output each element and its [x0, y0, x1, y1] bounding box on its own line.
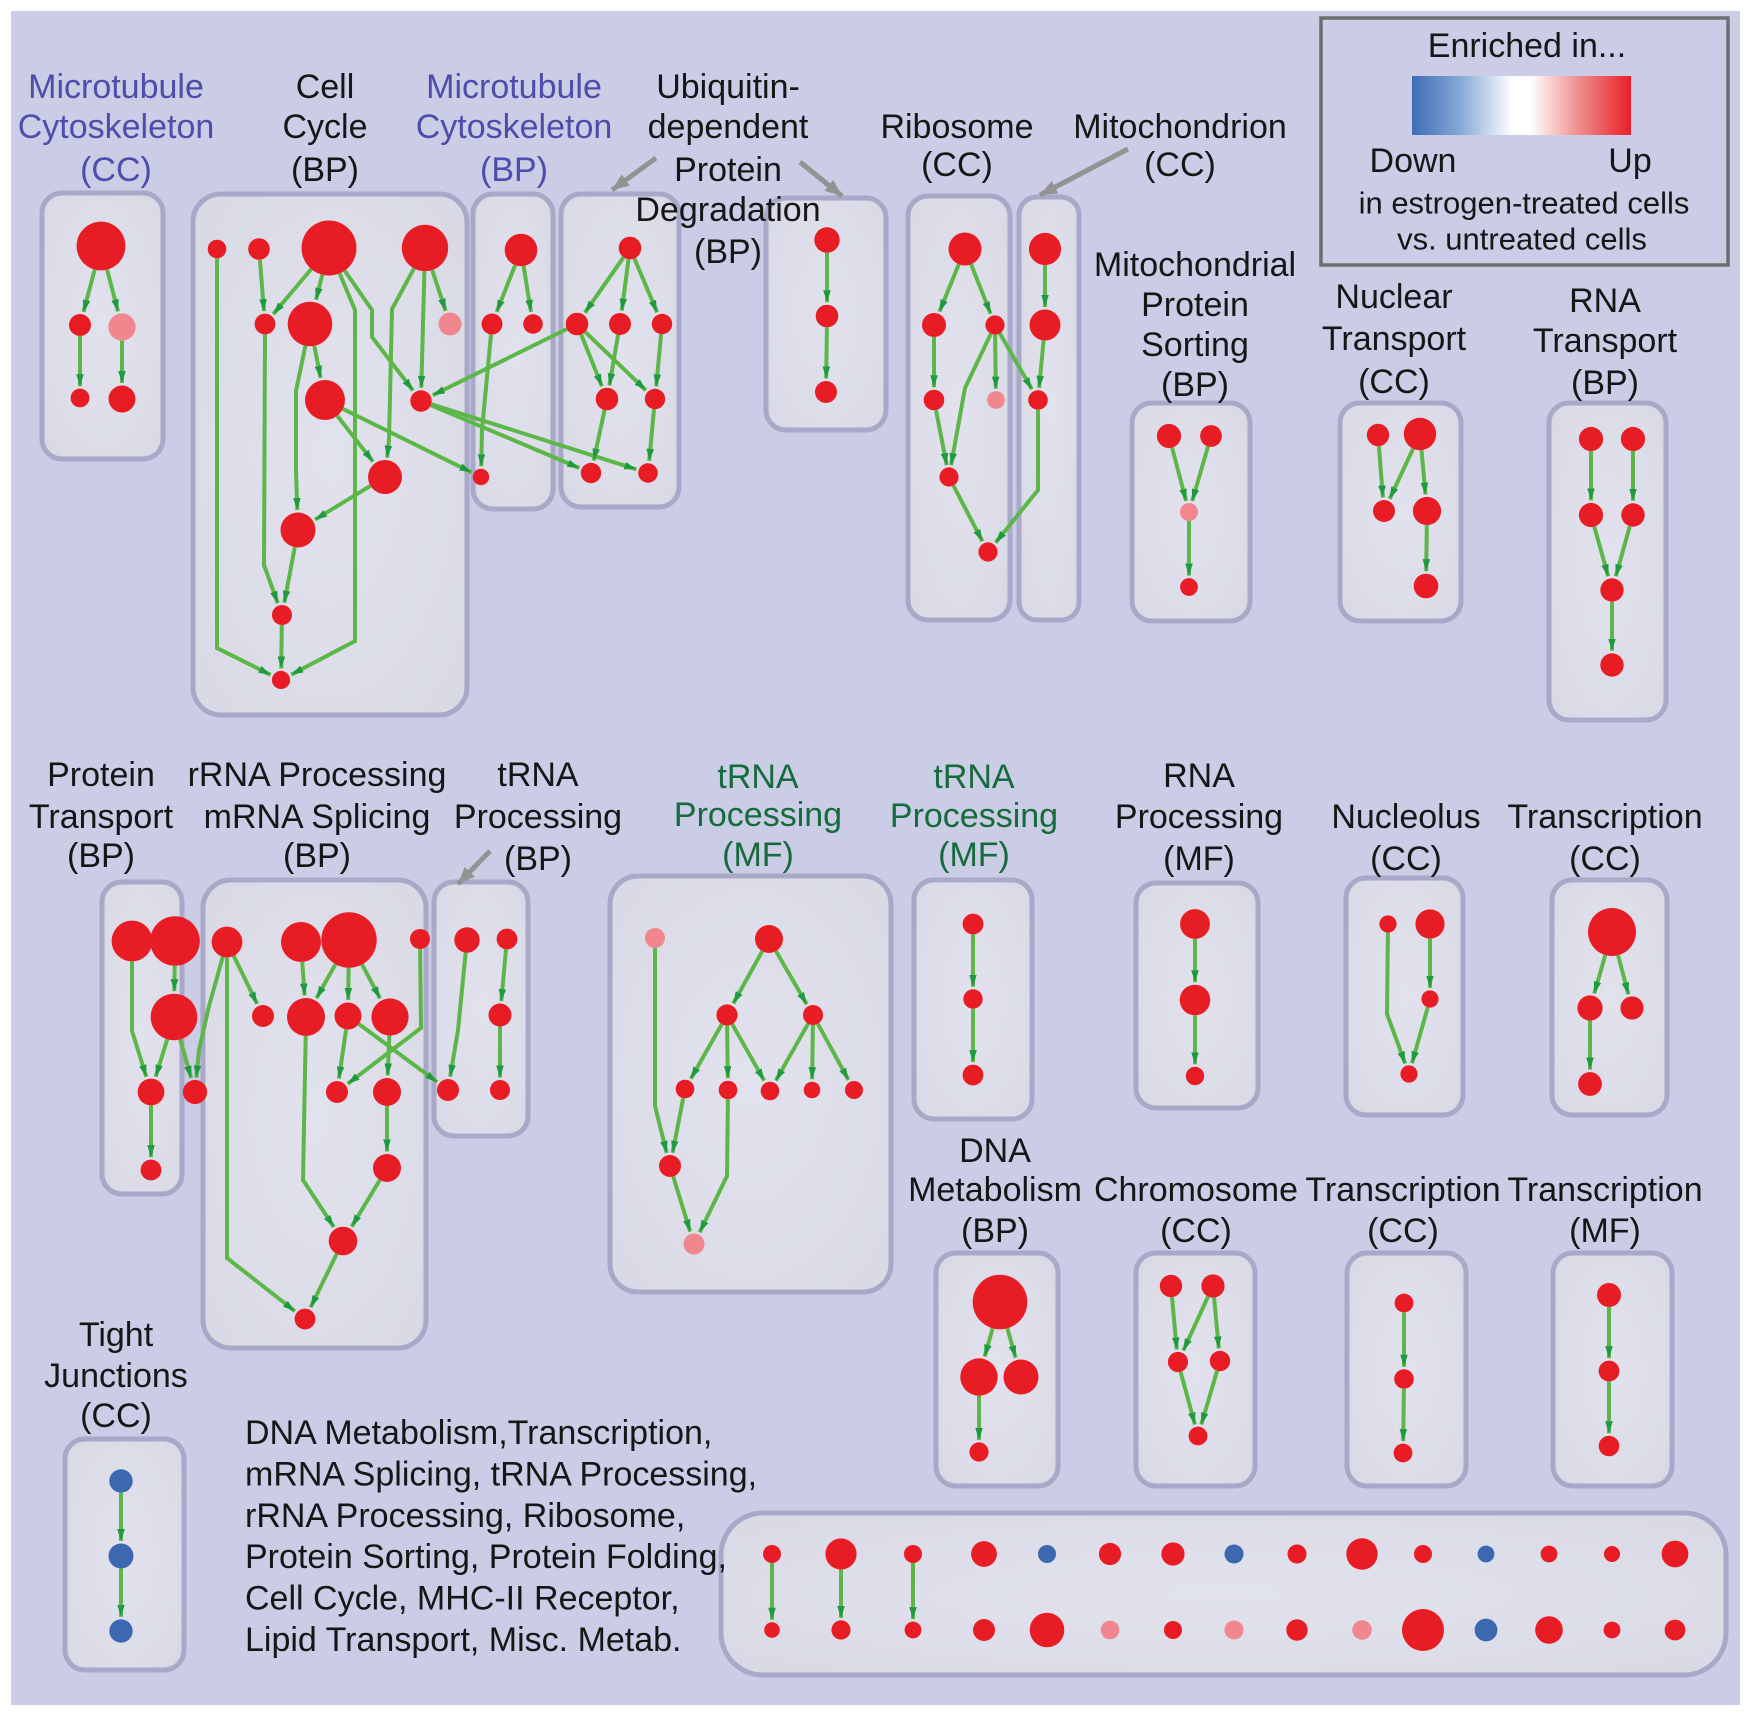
svg-text:Down: Down — [1370, 142, 1457, 180]
svg-text:(MF): (MF) — [1569, 1212, 1641, 1250]
svg-text:Tight: Tight — [79, 1316, 154, 1354]
svg-text:Mitochondrion: Mitochondrion — [1073, 108, 1287, 146]
svg-text:Metabolism: Metabolism — [908, 1171, 1082, 1209]
svg-text:Transport: Transport — [1322, 320, 1467, 358]
svg-text:(BP): (BP) — [694, 233, 762, 271]
svg-text:Sorting: Sorting — [1141, 326, 1249, 364]
svg-text:(CC): (CC) — [80, 151, 152, 189]
svg-text:Cell Cycle, MHC-II Receptor,: Cell Cycle, MHC-II Receptor, — [245, 1580, 680, 1618]
svg-text:Nuclear: Nuclear — [1335, 278, 1452, 316]
svg-text:(BP): (BP) — [504, 840, 572, 878]
svg-text:Processing: Processing — [674, 796, 842, 834]
svg-text:rRNA Processing: rRNA Processing — [188, 756, 447, 794]
svg-text:(CC): (CC) — [1569, 840, 1641, 878]
svg-text:Transcription: Transcription — [1507, 798, 1702, 836]
svg-text:Transport: Transport — [29, 798, 174, 836]
svg-text:(BP): (BP) — [67, 837, 135, 875]
svg-text:(CC): (CC) — [1144, 146, 1216, 184]
svg-text:(CC): (CC) — [80, 1397, 152, 1435]
svg-text:Processing: Processing — [1115, 798, 1283, 836]
svg-text:vs. untreated cells: vs. untreated cells — [1397, 222, 1647, 257]
svg-text:Protein Sorting, Protein Foldi: Protein Sorting, Protein Folding, — [245, 1538, 727, 1576]
svg-text:(MF): (MF) — [722, 836, 794, 874]
svg-text:(BP): (BP) — [961, 1212, 1029, 1250]
svg-text:Nucleolus: Nucleolus — [1331, 798, 1480, 836]
svg-text:tRNA: tRNA — [933, 758, 1015, 796]
svg-text:Protein: Protein — [674, 151, 782, 189]
svg-text:Transport: Transport — [1533, 322, 1678, 360]
svg-text:(BP): (BP) — [1161, 366, 1229, 404]
svg-text:(CC): (CC) — [1160, 1212, 1232, 1250]
svg-text:Cycle: Cycle — [282, 108, 367, 146]
svg-text:Lipid Transport, Misc. Metab.: Lipid Transport, Misc. Metab. — [245, 1621, 682, 1659]
svg-text:tRNA: tRNA — [497, 756, 579, 794]
svg-text:mRNA Splicing, tRNA Processing: mRNA Splicing, tRNA Processing, — [245, 1455, 757, 1493]
svg-text:(BP): (BP) — [283, 837, 351, 875]
svg-text:Cytoskeleton: Cytoskeleton — [18, 108, 215, 146]
svg-text:Cytoskeleton: Cytoskeleton — [416, 108, 613, 146]
svg-text:Processing: Processing — [890, 797, 1058, 835]
svg-text:DNA: DNA — [959, 1132, 1031, 1170]
svg-text:Protein: Protein — [47, 756, 155, 794]
svg-text:Processing: Processing — [454, 798, 622, 836]
svg-text:(CC): (CC) — [1367, 1212, 1439, 1250]
svg-text:in estrogen-treated cells: in estrogen-treated cells — [1359, 186, 1690, 221]
svg-text:Enriched in...: Enriched in... — [1428, 27, 1626, 65]
svg-text:Transcription: Transcription — [1507, 1171, 1702, 1209]
svg-text:Microtubule: Microtubule — [426, 68, 602, 106]
svg-text:Microtubule: Microtubule — [28, 68, 204, 106]
svg-text:Chromosome: Chromosome — [1094, 1171, 1298, 1209]
svg-text:Up: Up — [1608, 142, 1651, 180]
svg-text:(BP): (BP) — [1571, 364, 1639, 402]
svg-text:(CC): (CC) — [921, 146, 993, 184]
svg-text:mRNA Splicing: mRNA Splicing — [204, 798, 431, 836]
svg-text:(MF): (MF) — [1163, 840, 1235, 878]
svg-text:Transcription: Transcription — [1305, 1171, 1500, 1209]
svg-text:tRNA: tRNA — [717, 758, 799, 796]
svg-text:Cell: Cell — [296, 68, 355, 106]
svg-text:Ribosome: Ribosome — [880, 108, 1033, 146]
svg-text:dependent: dependent — [648, 108, 809, 146]
svg-text:Protein: Protein — [1141, 286, 1249, 324]
svg-text:Degradation: Degradation — [635, 191, 820, 229]
svg-text:RNA: RNA — [1569, 282, 1641, 320]
svg-text:(BP): (BP) — [291, 151, 359, 189]
svg-text:(BP): (BP) — [480, 151, 548, 189]
svg-text:(MF): (MF) — [938, 836, 1010, 874]
svg-text:(CC): (CC) — [1370, 840, 1442, 878]
svg-text:Ubiquitin-: Ubiquitin- — [656, 68, 800, 106]
svg-text:RNA: RNA — [1163, 757, 1235, 795]
svg-text:Mitochondrial: Mitochondrial — [1094, 246, 1296, 284]
svg-text:Junctions: Junctions — [44, 1357, 188, 1395]
svg-text:DNA Metabolism,Transcription,: DNA Metabolism,Transcription, — [245, 1414, 712, 1452]
svg-text:(CC): (CC) — [1358, 363, 1430, 401]
svg-text:rRNA Processing, Ribosome,: rRNA Processing, Ribosome, — [245, 1497, 685, 1535]
